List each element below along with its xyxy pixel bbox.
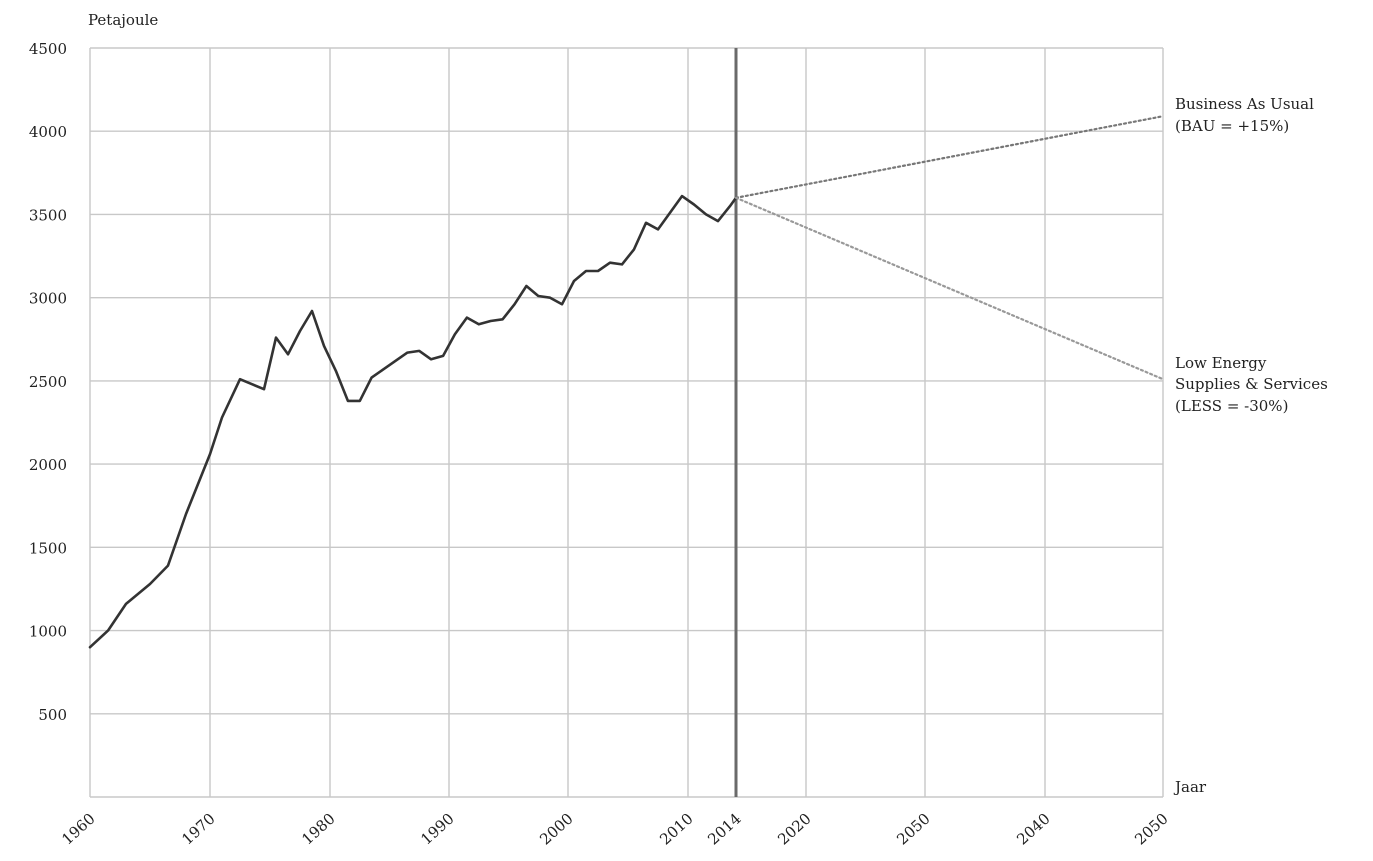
x-tick-label: 2040	[1013, 810, 1053, 849]
bau-projection-line	[734, 115, 1165, 199]
y-tick-label: 4000	[29, 123, 67, 141]
x-tick-label: 1970	[178, 810, 218, 849]
less-annotation-line2: Supplies & Services	[1175, 375, 1328, 393]
y-tick-label: 1000	[29, 623, 67, 641]
less-annotation-line1: Low Energy	[1175, 354, 1267, 372]
x-tick-label: 2014	[704, 810, 744, 849]
y-tick-label: 1500	[29, 539, 67, 557]
x-tick-label: 2010	[656, 810, 696, 849]
x-tick-label: 1990	[417, 810, 457, 849]
x-gridlines	[89, 48, 1164, 797]
x-tick-label: 2050	[893, 810, 933, 849]
y-tick-label: 3000	[29, 290, 67, 308]
less-projection-line	[734, 196, 1165, 381]
y-tick-label: 3500	[29, 206, 67, 224]
x-tick-label: 2020	[774, 810, 814, 849]
x-tick-label: 1980	[298, 810, 338, 849]
x-tick-label: 2050	[1131, 810, 1171, 849]
y-tick-label: 2000	[29, 456, 67, 474]
bau-annotation-line2: (BAU = +15%)	[1175, 117, 1289, 135]
y-axis-label: Petajoule	[88, 11, 158, 29]
x-tick-label: 1960	[58, 810, 98, 849]
series-group	[88, 115, 1165, 649]
y-tick-labels: 500 1000 1500 2000 2500 3000 3500 4000 4500	[29, 40, 67, 724]
bau-annotation-line1: Business As Usual	[1175, 95, 1314, 113]
less-annotation-line3: (LESS = -30%)	[1175, 397, 1288, 415]
y-tick-label: 2500	[29, 373, 67, 391]
x-tick-label: 2000	[536, 810, 576, 849]
historical-energy-line	[88, 194, 738, 649]
y-gridlines	[90, 47, 1163, 798]
x-axis-label: Jaar	[1173, 778, 1207, 796]
y-tick-label: 4500	[29, 40, 67, 58]
x-tick-labels: 1960 1970 1980 1990 2000 2010 2014 2020 2050 2040…	[58, 810, 1171, 849]
y-tick-label: 500	[38, 706, 67, 724]
